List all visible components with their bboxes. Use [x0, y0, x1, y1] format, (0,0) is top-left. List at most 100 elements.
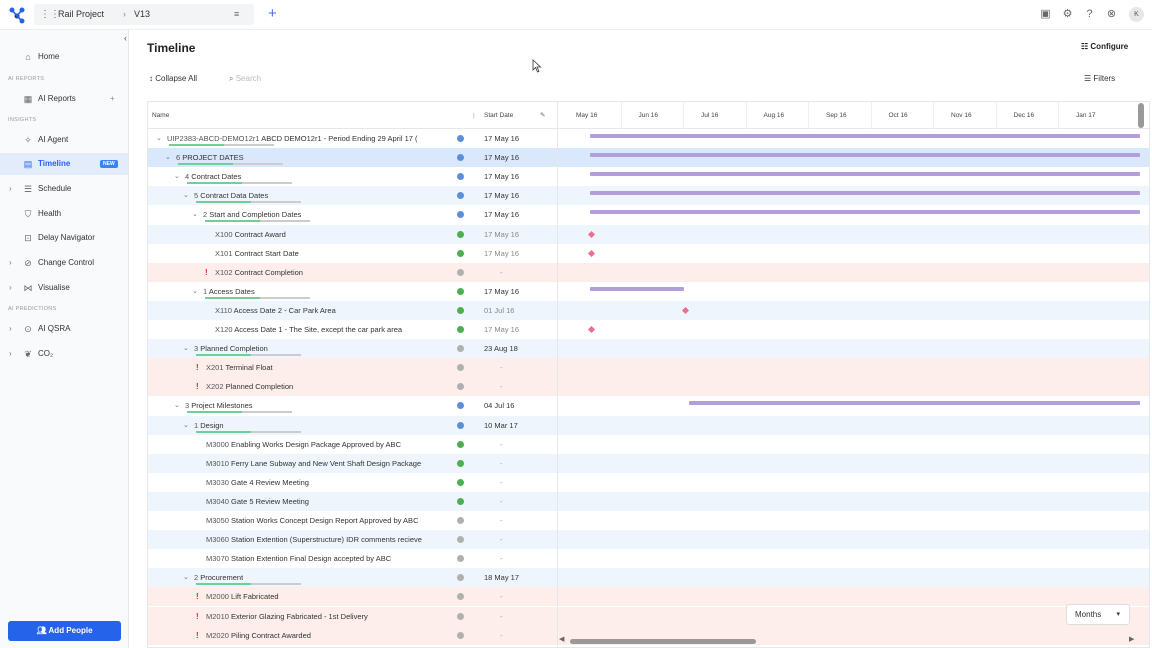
activity-code: X120 [215, 325, 233, 334]
add-people-button[interactable]: 👥︎ Add People [8, 621, 121, 641]
sidebar-item-change-control[interactable]: › ⊘ Change Control [0, 252, 128, 274]
milestone-marker[interactable] [681, 306, 689, 314]
month-divider [1058, 102, 1059, 129]
table-row[interactable]: ⌄ UIP2383-ABCD-DEMO12r1 ABCD DEMO12r1 - P… [148, 129, 1149, 148]
start-date: 17 May 16 [484, 210, 520, 220]
collapse-sidebar-icon[interactable]: ‹ [124, 33, 127, 43]
sidebar-item-timeline[interactable]: ▤ Timeline NEW [0, 153, 128, 175]
expand-chevron-icon[interactable]: ⌄ [192, 211, 198, 219]
progress-underline [233, 163, 283, 166]
gantt-bar[interactable] [590, 134, 1140, 138]
gantt-bar[interactable] [689, 401, 1140, 406]
sidebar-item-ai-qsra[interactable]: › ⊙ AI QSRA [0, 318, 128, 340]
table-row[interactable]: ! X202 Planned Completion - [148, 377, 1149, 397]
table-row[interactable]: ⌄ 3 Project Milestones 04 Jul 16 [148, 396, 1149, 416]
gantt-bar[interactable] [590, 172, 1140, 177]
table-row[interactable]: ⌄ 5 Contract Data Dates 17 May 16 [148, 186, 1149, 206]
gantt-bar[interactable] [590, 191, 1140, 196]
table-row[interactable]: ! M2010 Exterior Glazing Fabricated - 1st… [148, 606, 1149, 626]
table-row[interactable]: X100 Contract Award 17 May 16 [148, 224, 1149, 244]
table-row[interactable]: M3000 Enabling Works Design Package Appr… [148, 434, 1149, 454]
sidebar-item-label: Home [38, 52, 60, 61]
table-row[interactable]: ⌄ 2 Start and Completion Dates 17 May 16 [148, 205, 1149, 225]
table-row[interactable]: ⌄ 4 Contract Dates 17 May 16 [148, 167, 1149, 187]
table-row[interactable]: ! M2020 Piling Contract Awarded - [148, 625, 1149, 645]
sidebar-item-schedule[interactable]: › ☰ Schedule [0, 178, 128, 200]
expand-chevron-icon[interactable]: ⌄ [156, 135, 162, 142]
table-row[interactable]: ⌄ 3 Planned Completion 23 Aug 18 [148, 339, 1149, 359]
column-resize-handle[interactable]: | [473, 112, 475, 119]
avatar[interactable]: K [1129, 7, 1144, 22]
activity-label: Planned Completion [198, 344, 268, 354]
edit-icon[interactable]: ✎ [540, 112, 546, 119]
gantt-bar[interactable] [590, 153, 1140, 158]
table-row[interactable]: ⌄ 2 Procurement 18 May 17 [148, 568, 1149, 588]
status-icon [457, 421, 464, 429]
app-logo-icon[interactable] [8, 6, 26, 24]
chevron-right-icon[interactable]: › [9, 184, 12, 193]
sidebar-item-health[interactable]: ⛉ Health [0, 203, 128, 225]
column-header-name[interactable]: Name [152, 112, 170, 119]
sidebar-item-co2[interactable]: › ❦ CO₂ [0, 343, 128, 365]
briefcase-icon[interactable]: ▣ [1040, 8, 1051, 20]
configure-button[interactable]: ☷ Configure [1081, 42, 1128, 51]
table-row[interactable]: M3010 Ferry Lane Subway and New Vent Sha… [148, 453, 1149, 473]
vertical-scrollbar[interactable] [1138, 103, 1144, 128]
add-tab-icon[interactable]: + [268, 5, 277, 22]
chevron-right-icon[interactable]: › [9, 349, 12, 358]
table-row[interactable]: ⌄ 1 Design 10 Mar 17 [148, 415, 1149, 435]
start-date: 17 May 16 [484, 153, 520, 163]
menu-icon[interactable]: ≡ [234, 9, 240, 19]
expand-chevron-icon[interactable]: ⌄ [192, 287, 198, 295]
table-row[interactable]: ⌄ 6 PROJECT DATES 17 May 16 [148, 148, 1149, 168]
scale-select[interactable]: Months ▾ [1066, 604, 1130, 625]
table-row[interactable]: X120 Access Date 1 - The Site, except th… [148, 320, 1149, 339]
milestone-marker[interactable] [587, 325, 596, 334]
sidebar-item-delay-navigator[interactable]: ⊡ Delay Navigator [0, 227, 128, 249]
gantt-bar[interactable] [590, 210, 1140, 215]
table-row[interactable]: M3060 Station Extention (Superstructure)… [148, 530, 1149, 550]
table-row[interactable]: X110 Access Date 2 - Car Park Area 01 Jul… [148, 300, 1149, 320]
sidebar-item-ai-reports[interactable]: ▦ AI Reports + [0, 88, 128, 110]
expand-chevron-icon[interactable]: ⌄ [174, 402, 180, 410]
sidebar-item-visualise[interactable]: › ⋈ Visualise [0, 277, 128, 299]
table-row[interactable]: X101 Contract Start Date 17 May 16 [148, 243, 1149, 263]
search-input[interactable]: ⌕ Search [229, 74, 261, 84]
expand-chevron-icon[interactable]: ⌄ [183, 574, 189, 582]
table-row[interactable]: M3030 Gate 4 Review Meeting - [148, 472, 1149, 492]
table-row[interactable]: M3050 Station Works Concept Design Repor… [148, 511, 1149, 530]
sidebar-item-ai-agent[interactable]: ✧ AI Agent [0, 129, 128, 151]
milestone-marker[interactable] [587, 230, 596, 238]
horizontal-scrollbar[interactable] [570, 639, 756, 644]
chevron-right-icon[interactable]: › [9, 258, 12, 267]
scroll-right-icon[interactable]: ▶ [1129, 636, 1135, 643]
table-row[interactable]: ⌄ 1 Access Dates 17 May 16 [148, 281, 1149, 301]
help-icon[interactable]: ? [1086, 8, 1093, 20]
collapse-all-button[interactable]: ↕ Collapse All [149, 74, 197, 83]
table-row[interactable]: M3070 Station Extention Final Design acc… [148, 549, 1149, 569]
table-row[interactable]: ! X201 Terminal Float - [148, 358, 1149, 378]
chevron-right-icon[interactable]: › [9, 324, 12, 333]
scroll-left-icon[interactable]: ◀ [559, 636, 565, 643]
expand-chevron-icon[interactable]: ⌄ [183, 192, 189, 200]
support-icon[interactable]: ⊗ [1106, 8, 1117, 20]
gantt-divider[interactable] [557, 102, 558, 647]
chevron-right-icon[interactable]: › [9, 283, 12, 292]
column-header-start-date[interactable]: Start Date [484, 112, 514, 119]
project-switcher[interactable]: ⋮⋮ Rail Project › V13 ≡ [34, 4, 254, 25]
expand-chevron-icon[interactable]: ⌄ [183, 345, 189, 353]
table-row[interactable]: ! X102 Contract Completion - [148, 262, 1149, 282]
expand-chevron-icon[interactable]: ⌄ [174, 173, 180, 181]
table-row[interactable]: ! M2000 Lift Fabricated - [148, 587, 1149, 607]
add-report-icon[interactable]: + [110, 94, 115, 103]
start-date: - [500, 458, 503, 468]
milestone-marker[interactable] [587, 249, 596, 257]
expand-chevron-icon[interactable]: ⌄ [165, 154, 171, 162]
month-header: Sep 16 [826, 112, 847, 119]
table-row[interactable]: M3040 Gate 5 Review Meeting - [148, 491, 1149, 511]
user-settings-icon[interactable]: ⚙ [1062, 8, 1073, 20]
filters-button[interactable]: ☰ Filters [1084, 74, 1115, 83]
gantt-bar[interactable] [590, 286, 684, 291]
sidebar-item-home[interactable]: ⌂ Home [0, 46, 128, 68]
expand-chevron-icon[interactable]: ⌄ [183, 421, 189, 429]
